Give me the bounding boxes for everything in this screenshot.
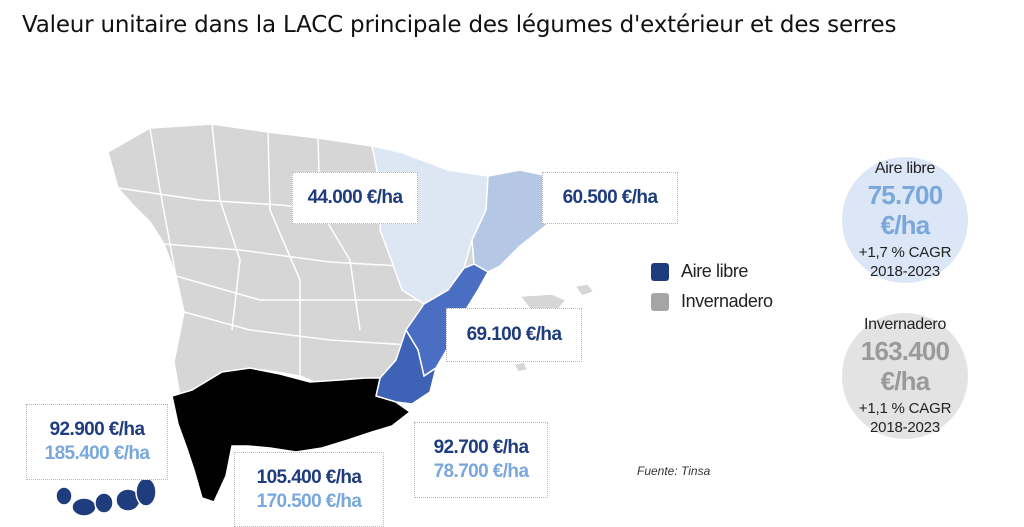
- summary-invernadero-title: Invernadero: [863, 316, 947, 333]
- summary-invernadero-value: 163.400 €/ha: [860, 336, 950, 396]
- label-murcia: 92.700 €/ha 78.700 €/ha: [414, 422, 548, 498]
- map-region-canary-islands[interactable]: [55, 477, 157, 517]
- map-region-balearic[interactable]: [512, 283, 596, 373]
- summary-invernadero: Invernadero 163.400 €/ha +1,1 % CAGR 201…: [842, 313, 968, 439]
- value-catalonia: 60.500 €/ha: [562, 187, 658, 208]
- value-murcia-aire: 92.700 €/ha: [433, 437, 529, 458]
- summary-aire-years: 2018-2023: [870, 263, 940, 280]
- value-valencia: 69.100 €/ha: [466, 324, 562, 345]
- value-andalusia-aire: 105.400 €/ha: [256, 466, 362, 488]
- legend-item-aire-libre: Aire libre: [651, 261, 748, 282]
- label-andalusia: 105.400 €/ha 170.500 €/ha: [234, 452, 384, 527]
- summary-invernadero-years: 2018-2023: [870, 419, 940, 436]
- summary-aire-growth: +1,7 % CAGR: [858, 244, 952, 261]
- value-canarias-invernadero: 185.400 €/ha: [44, 443, 150, 464]
- value-murcia-invernadero: 78.700 €/ha: [433, 461, 529, 482]
- map-region-murcia[interactable]: [375, 328, 438, 405]
- value-aragon: 44.000 €/ha: [307, 187, 403, 208]
- summary-invernadero-growth: +1,1 % CAGR: [858, 400, 952, 417]
- summary-aire-title: Aire libre: [874, 160, 936, 177]
- legend-item-invernadero: Invernadero: [651, 291, 773, 312]
- value-andalusia-invernadero: 170.500 €/ha: [256, 490, 362, 512]
- value-canarias-aire: 92.900 €/ha: [49, 419, 145, 440]
- label-aragon: 44.000 €/ha: [292, 172, 418, 224]
- legend-label-invernadero: Invernadero: [681, 291, 773, 311]
- province-borders: [117, 123, 420, 376]
- legend-label-aire-libre: Aire libre: [681, 261, 749, 281]
- label-canarias: 92.900 €/ha 185.400 €/ha: [26, 404, 168, 480]
- legend-swatch-invernadero: [651, 292, 669, 311]
- page-title: Valeur unitaire dans la LACC principale …: [22, 12, 897, 38]
- map-region-andalusia[interactable]: [171, 367, 412, 503]
- source-note: Fuente: Tinsa: [637, 464, 711, 478]
- label-catalonia: 60.500 €/ha: [542, 172, 678, 224]
- summary-aire-value: 75.700 €/ha: [867, 180, 944, 240]
- label-valencia: 69.100 €/ha: [446, 308, 582, 362]
- legend-swatch-aire-libre: [651, 262, 669, 281]
- summary-aire-libre: Aire libre 75.700 €/ha +1,7 % CAGR 2018-…: [842, 157, 968, 283]
